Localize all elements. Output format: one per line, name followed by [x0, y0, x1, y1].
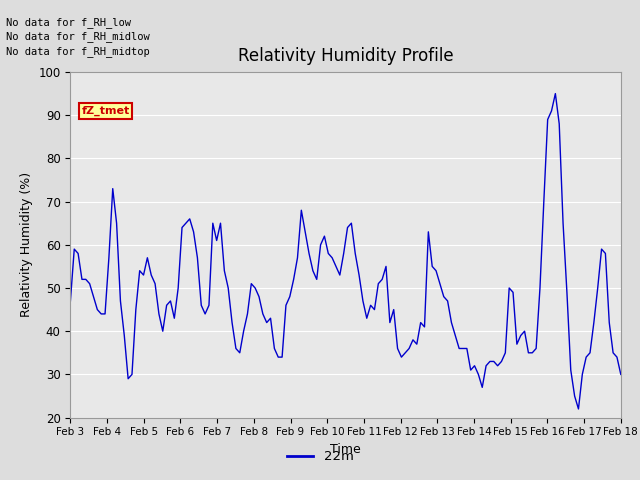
Text: fZ_tmet: fZ_tmet	[81, 106, 130, 116]
Legend: 22m: 22m	[282, 445, 358, 468]
Text: No data for f_RH_low: No data for f_RH_low	[6, 17, 131, 28]
X-axis label: Time: Time	[330, 443, 361, 456]
Text: No data for f_RH_midtop: No data for f_RH_midtop	[6, 46, 150, 57]
Title: Relativity Humidity Profile: Relativity Humidity Profile	[238, 47, 453, 65]
Y-axis label: Relativity Humidity (%): Relativity Humidity (%)	[20, 172, 33, 317]
Text: No data for f_RH_midlow: No data for f_RH_midlow	[6, 31, 150, 42]
